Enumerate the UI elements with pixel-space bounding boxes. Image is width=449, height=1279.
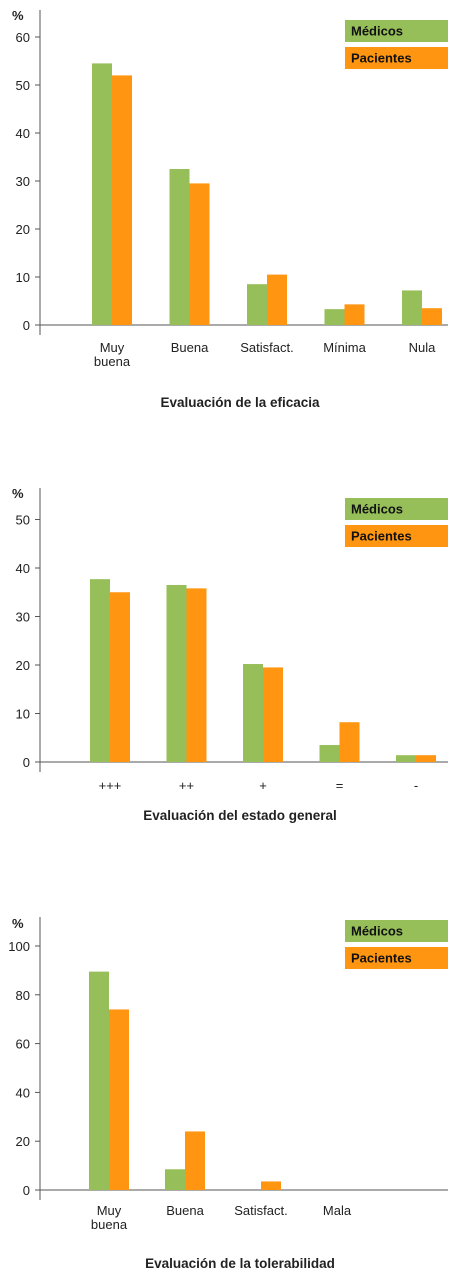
legend-label-pacientes: Pacientes [351, 529, 412, 544]
y-tick-label: 30 [16, 174, 30, 189]
y-tick-label: 40 [16, 126, 30, 141]
chart-title: Evaluación de la tolerabilidad [145, 1256, 335, 1271]
y-tick-label: 0 [23, 1183, 30, 1198]
x-tick-label: Muy [100, 340, 125, 355]
chart-title: Evaluación del estado general [143, 808, 337, 823]
x-tick-label: Nula [409, 340, 437, 355]
bar-pacientes [422, 308, 442, 325]
legend-label-medicos: Médicos [351, 24, 403, 39]
y-tick-label: 10 [16, 270, 30, 285]
x-tick-label: ++ [179, 778, 194, 793]
bar-medicos [324, 309, 345, 325]
y-tick-label: 80 [16, 988, 30, 1003]
bar-medicos [165, 1169, 185, 1190]
legend-label-medicos: Médicos [351, 924, 403, 939]
legend-swatch-medicos [345, 20, 448, 42]
bar-medicos [243, 664, 263, 762]
bar-pacientes [261, 1181, 281, 1190]
bar-pacientes [416, 755, 436, 762]
bar-pacientes [186, 588, 207, 762]
x-tick-label: + [259, 778, 267, 793]
y-tick-label: 40 [16, 1085, 30, 1100]
y-tick-label: 0 [23, 318, 30, 333]
y-tick-label: 50 [16, 513, 30, 528]
x-tick-label: Muy [97, 1203, 122, 1218]
legend-swatch-medicos [345, 498, 448, 520]
bar-medicos [92, 63, 112, 326]
bar-medicos [90, 579, 110, 762]
bar-pacientes [185, 1131, 205, 1190]
y-tick-label: 20 [16, 1134, 30, 1149]
y-tick-label: 40 [16, 561, 30, 576]
bar-pacientes [110, 592, 130, 762]
bar-pacientes [189, 183, 210, 325]
y-tick-label: 30 [16, 610, 30, 625]
y-tick-label: 50 [16, 78, 30, 93]
x-tick-label: buena [94, 354, 131, 369]
x-tick-label: +++ [99, 778, 122, 793]
bar-pacientes [109, 1009, 129, 1190]
y-axis-label: % [12, 916, 24, 931]
legend-swatch-pacientes [345, 947, 448, 969]
bar-medicos [166, 584, 187, 762]
x-tick-label: Buena [171, 340, 209, 355]
x-tick-label: buena [91, 1217, 128, 1232]
x-tick-label: Satisfact. [234, 1203, 287, 1218]
legend-swatch-pacientes [345, 47, 448, 69]
bar-medicos [247, 284, 267, 325]
bar-medicos [319, 745, 340, 762]
legend-label-medicos: Médicos [351, 502, 403, 517]
x-tick-label: = [336, 778, 344, 793]
x-tick-label: Satisfact. [240, 340, 293, 355]
bar-pacientes [344, 304, 365, 325]
bar-medicos [169, 169, 190, 325]
y-tick-label: 0 [23, 755, 30, 770]
x-tick-label: Mínima [323, 340, 366, 355]
x-tick-label: Mala [323, 1203, 352, 1218]
legend-swatch-medicos [345, 920, 448, 942]
bar-pacientes [263, 667, 283, 762]
legend-swatch-pacientes [345, 525, 448, 547]
y-tick-label: 20 [16, 658, 30, 673]
y-tick-label: 60 [16, 1037, 30, 1052]
y-tick-label: 20 [16, 222, 30, 237]
legend-label-pacientes: Pacientes [351, 51, 412, 66]
chart-title: Evaluación de la eficacia [160, 395, 320, 410]
bar-medicos [396, 755, 416, 762]
legend-label-pacientes: Pacientes [351, 951, 412, 966]
bar-pacientes [267, 274, 287, 325]
y-axis-label: % [12, 8, 24, 23]
x-tick-label: Buena [166, 1203, 204, 1218]
bar-pacientes [112, 75, 132, 326]
y-tick-label: 100 [8, 939, 30, 954]
bar-medicos [402, 290, 422, 325]
x-tick-label: - [414, 778, 418, 793]
y-axis-label: % [12, 486, 24, 501]
y-tick-label: 10 [16, 707, 30, 722]
bar-medicos [89, 971, 109, 1190]
bar-pacientes [339, 722, 360, 762]
y-tick-label: 60 [16, 30, 30, 45]
